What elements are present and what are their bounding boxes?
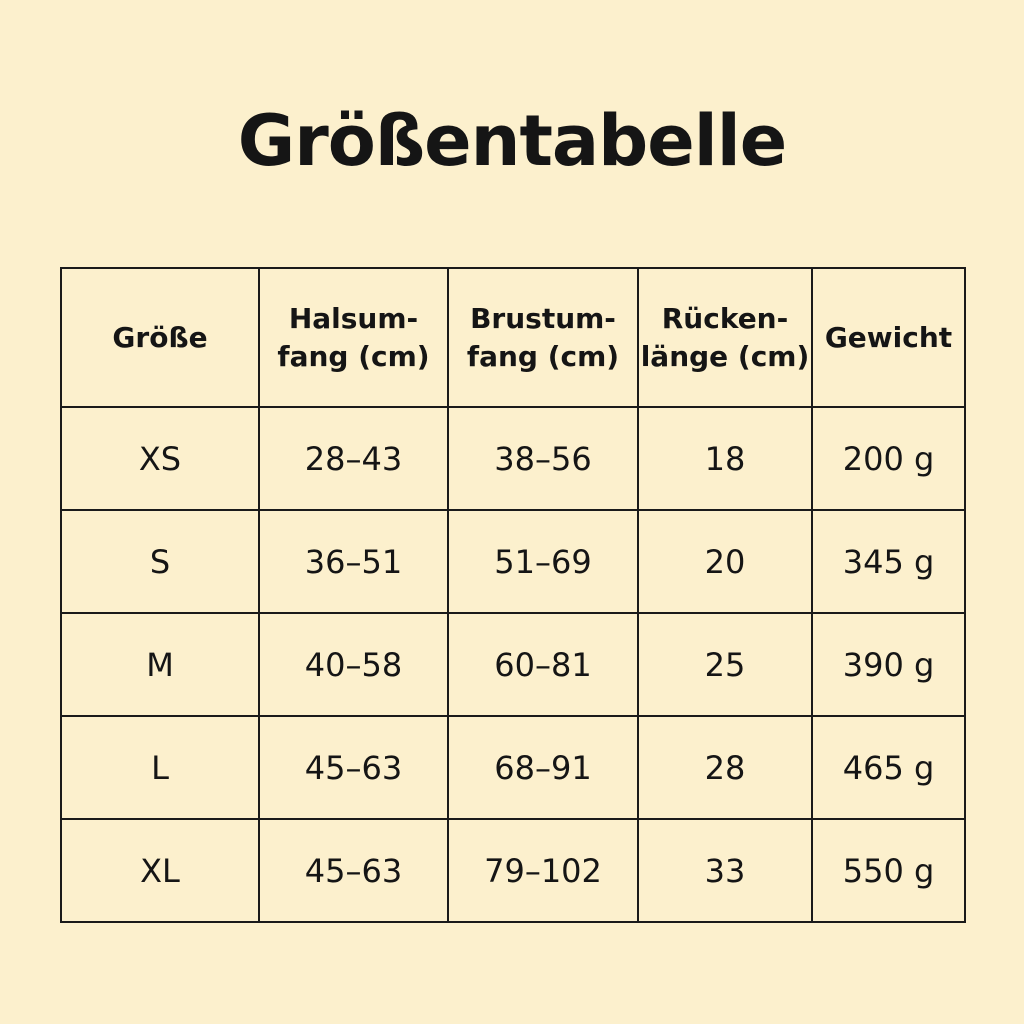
cell-neck: 45–63	[258, 818, 449, 923]
cell-back: 20	[637, 509, 813, 614]
header-neck: Halsum-fang (cm)	[258, 267, 449, 408]
table-header-row: Größe Halsum-fang (cm) Brustum-fang (cm)…	[60, 267, 966, 408]
header-line: länge (cm)	[640, 339, 810, 373]
table-row: M 40–58 60–81 25 390 g	[60, 612, 966, 717]
cell-neck: 40–58	[258, 612, 449, 717]
cell-back: 18	[637, 406, 813, 511]
cell-neck: 36–51	[258, 509, 449, 614]
cell-size: M	[60, 612, 260, 717]
cell-back: 25	[637, 612, 813, 717]
cell-chest: 38–56	[447, 406, 639, 511]
cell-neck: 28–43	[258, 406, 449, 511]
cell-chest: 51–69	[447, 509, 639, 614]
cell-chest: 60–81	[447, 612, 639, 717]
cell-weight: 200 g	[811, 406, 966, 511]
header-line: Gewicht	[824, 320, 953, 354]
cell-weight: 550 g	[811, 818, 966, 923]
cell-chest: 79–102	[447, 818, 639, 923]
header-line: Brustum-	[470, 301, 616, 335]
table-row: XL 45–63 79–102 33 550 g	[60, 818, 966, 923]
header-back: Rücken-länge (cm)	[637, 267, 813, 408]
page-title: Größentabelle	[237, 100, 787, 182]
table-row: L 45–63 68–91 28 465 g	[60, 715, 966, 820]
header-size: Größe	[60, 267, 260, 408]
cell-back: 33	[637, 818, 813, 923]
cell-size: XS	[60, 406, 260, 511]
header-line: fang (cm)	[466, 339, 620, 373]
header-line: fang (cm)	[277, 339, 430, 373]
header-weight: Gewicht	[811, 267, 966, 408]
cell-size: L	[60, 715, 260, 820]
cell-back: 28	[637, 715, 813, 820]
cell-weight: 390 g	[811, 612, 966, 717]
table-row: XS 28–43 38–56 18 200 g	[60, 406, 966, 511]
cell-weight: 345 g	[811, 509, 966, 614]
header-chest: Brustum-fang (cm)	[447, 267, 639, 408]
cell-weight: 465 g	[811, 715, 966, 820]
cell-size: S	[60, 509, 260, 614]
cell-neck: 45–63	[258, 715, 449, 820]
header-line: Halsum-	[288, 301, 419, 335]
header-line: Größe	[112, 320, 208, 354]
size-table: Größe Halsum-fang (cm) Brustum-fang (cm)…	[60, 267, 966, 923]
cell-size: XL	[60, 818, 260, 923]
table-row: S 36–51 51–69 20 345 g	[60, 509, 966, 614]
header-line: Rücken-	[661, 301, 789, 335]
cell-chest: 68–91	[447, 715, 639, 820]
